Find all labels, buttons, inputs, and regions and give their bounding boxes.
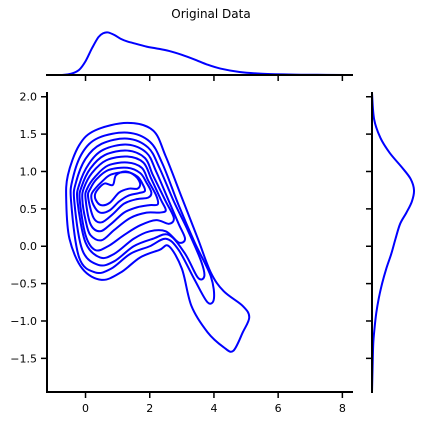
top-marginal-density	[60, 31, 347, 76]
x-tick-label: 0	[82, 402, 89, 415]
y-tick-label: 2.0	[20, 91, 38, 104]
contour-line-level-9	[90, 171, 147, 214]
contour-line-level-7	[84, 161, 160, 233]
x-tick-label: 4	[210, 402, 217, 415]
contour-line-level-10	[93, 170, 142, 207]
x-tick-label: 8	[339, 402, 346, 415]
chart-title: Original Data	[171, 7, 250, 21]
y-tick-label: −0.5	[10, 278, 37, 291]
contour-line-level-6	[81, 155, 167, 242]
y-tick-label: 0.5	[20, 203, 38, 216]
y-marginal-density-curve	[371, 92, 416, 393]
contour-line-level-2	[69, 131, 216, 305]
joint-density-contours	[65, 121, 251, 353]
contour-line-level-1	[65, 121, 251, 353]
y-tick-label: −1.5	[10, 352, 37, 365]
x-tick-label: 2	[146, 402, 153, 415]
y-tick-label: 0.0	[20, 240, 38, 253]
y-tick-label: 1.5	[20, 128, 38, 141]
contour-line-level-5	[78, 149, 175, 252]
contour-line-level-3	[72, 137, 206, 281]
y-tick-label: −1.0	[10, 315, 37, 328]
axes-layer: 0 2 4 6 8 −1.5 −1.0 −0.5 0.0 0.5 1.0 1.5 2.0	[10, 74, 373, 415]
y-tick-label: 1.0	[20, 165, 38, 178]
contour-line-level-4	[76, 143, 187, 260]
x-marginal-density-curve	[60, 31, 347, 76]
right-marginal-density	[371, 92, 416, 393]
contour-line-level-8	[86, 166, 153, 224]
x-tick-label: 6	[275, 402, 282, 415]
